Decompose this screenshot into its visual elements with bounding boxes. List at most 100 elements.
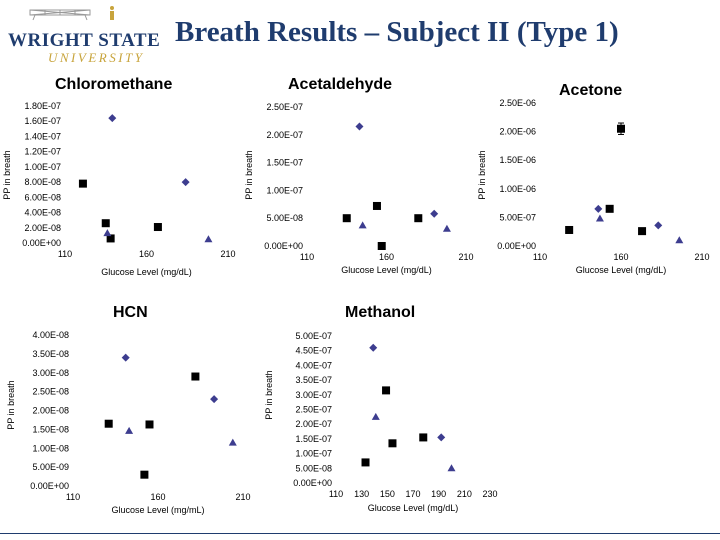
- logo-emblem-icon: [29, 6, 114, 21]
- y-tick-label: 3.50E-07: [295, 375, 332, 385]
- square-point: [372, 201, 381, 210]
- x-tick-label: 190: [431, 489, 446, 499]
- y-tick-label: 2.50E-06: [499, 98, 536, 108]
- square-point: [78, 179, 87, 188]
- x-tick-label: 160: [379, 252, 394, 262]
- y-tick-label: 8.00E-08: [24, 177, 61, 187]
- y-tick-label: 3.50E-08: [32, 349, 69, 359]
- diamond-point: [437, 433, 446, 442]
- x-tick-label: 210: [457, 489, 472, 499]
- y-tick-label: 6.00E-08: [24, 192, 61, 202]
- square-point: [638, 227, 647, 236]
- y-tick-label: 1.50E-06: [499, 155, 536, 165]
- diamond-point: [369, 343, 378, 352]
- x-tick-label: 210: [458, 252, 473, 262]
- square-point: [191, 372, 200, 381]
- x-axis-label: Glucose Level (mg/dL): [368, 503, 459, 513]
- chart-title-hcn: HCN: [113, 304, 148, 321]
- y-tick-label: 1.20E-07: [24, 147, 61, 157]
- y-tick-label: 1.00E-06: [499, 184, 536, 194]
- y-tick-label: 1.00E-08: [32, 443, 69, 453]
- chart-chloromethane: 0.00E+00 2.00E-08 4.00E-08 6.00E-08 8.00E-08…: [2, 101, 236, 277]
- x-tick-label: 110: [58, 249, 72, 259]
- logo-subtitle: UNIVERSITY: [48, 50, 145, 65]
- diamond-point: [181, 178, 190, 187]
- chart-acetaldehyde: 0.00E+00 5.00E-08 1.00E-07 1.50E-07 2.00E-07…: [244, 102, 474, 275]
- chart-acetone: 0.00E+00 5.00E-07 1.00E-06 1.50E-06 2.00E-06…: [477, 98, 710, 275]
- square-point: [419, 433, 428, 442]
- square-point: [342, 214, 351, 223]
- y-tick-label: 1.80E-07: [24, 101, 61, 111]
- x-tick-label: 170: [405, 489, 420, 499]
- square-point: [361, 458, 370, 467]
- y-tick-label: 2.00E-08: [32, 406, 69, 416]
- x-tick-label: 160: [613, 252, 628, 262]
- y-axis-label: PP in breath: [244, 150, 254, 199]
- triangle-point: [447, 464, 456, 472]
- square-point: [414, 214, 423, 223]
- x-tick-label: 150: [380, 489, 395, 499]
- y-tick-label: 4.00E-08: [24, 208, 61, 218]
- square-point: [605, 204, 614, 213]
- x-tick-label: 230: [482, 489, 497, 499]
- x-tick-label: 210: [694, 252, 709, 262]
- page-title: Breath Results – Subject II (Type 1): [175, 16, 619, 48]
- y-tick-label: 3.00E-07: [295, 390, 332, 400]
- y-tick-label: 3.00E-08: [32, 368, 69, 378]
- x-axis-label: Glucose Level (mg/dL): [341, 265, 432, 275]
- x-axis-label: Glucose Level (mg/dL): [101, 267, 192, 277]
- square-point: [106, 234, 115, 243]
- y-tick-label: 2.00E-08: [24, 223, 61, 233]
- x-tick-label: 110: [533, 252, 547, 262]
- y-tick-label: 0.00E+00: [22, 238, 61, 248]
- x-axis-label: Glucose Level (mg/mL): [111, 505, 204, 515]
- y-tick-label: 1.00E-07: [295, 449, 332, 459]
- university-logo: WRIGHT STATE UNIVERSITY: [0, 0, 170, 70]
- square-point: [145, 420, 154, 429]
- square-point: [388, 439, 397, 448]
- square-point: [140, 470, 149, 479]
- y-tick-label: 1.00E-07: [24, 162, 61, 172]
- square-point: [377, 242, 386, 250]
- diamond-point: [108, 114, 117, 123]
- square-point: [153, 223, 162, 232]
- y-tick-label: 5.00E-07: [295, 331, 332, 341]
- footer-divider: [0, 533, 720, 534]
- y-tick-label: 2.00E-07: [266, 130, 303, 140]
- diamond-point: [121, 353, 130, 362]
- y-tick-label: 4.00E-07: [295, 360, 332, 370]
- triangle-point: [228, 438, 237, 446]
- y-tick-label: 2.50E-07: [266, 102, 303, 112]
- y-tick-label: 1.40E-07: [24, 131, 61, 141]
- triangle-point: [358, 221, 367, 229]
- triangle-point: [595, 214, 604, 222]
- x-tick-label: 210: [220, 249, 235, 259]
- y-tick-label: 0.00E+00: [497, 241, 536, 251]
- chart-hcn: 0.00E+00 5.00E-09 1.00E-08 1.50E-08 2.00E-08…: [6, 330, 251, 515]
- x-tick-label: 160: [150, 492, 165, 502]
- triangle-point: [103, 229, 112, 237]
- x-axis-label: Glucose Level (mg/dL): [576, 265, 667, 275]
- triangle-point: [125, 426, 134, 434]
- chart-title-chloromethane: Chloromethane: [55, 76, 173, 93]
- square-point: [565, 225, 574, 234]
- y-tick-label: 2.50E-07: [295, 405, 332, 415]
- x-tick-label: 130: [354, 489, 369, 499]
- y-tick-label: 1.00E-07: [266, 185, 303, 195]
- x-tick-label: 160: [139, 249, 154, 259]
- y-tick-label: 5.00E-09: [32, 462, 69, 472]
- y-tick-label: 4.50E-07: [295, 346, 332, 356]
- y-tick-label: 2.50E-08: [32, 387, 69, 397]
- y-tick-label: 1.50E-07: [295, 434, 332, 444]
- diamond-point: [654, 221, 663, 230]
- chart-title-acetone: Acetone: [559, 82, 623, 99]
- diamond-point: [430, 209, 439, 218]
- logo-wordmark: WRIGHT STATE: [8, 30, 161, 51]
- y-tick-label: 2.00E-07: [295, 419, 332, 429]
- diamond-point: [355, 122, 364, 131]
- y-tick-label: 1.50E-08: [32, 424, 69, 434]
- y-tick-label: 5.00E-08: [295, 463, 332, 473]
- y-tick-label: 0.00E+00: [264, 241, 303, 251]
- square-point: [101, 219, 110, 228]
- y-tick-label: 0.00E+00: [30, 481, 69, 491]
